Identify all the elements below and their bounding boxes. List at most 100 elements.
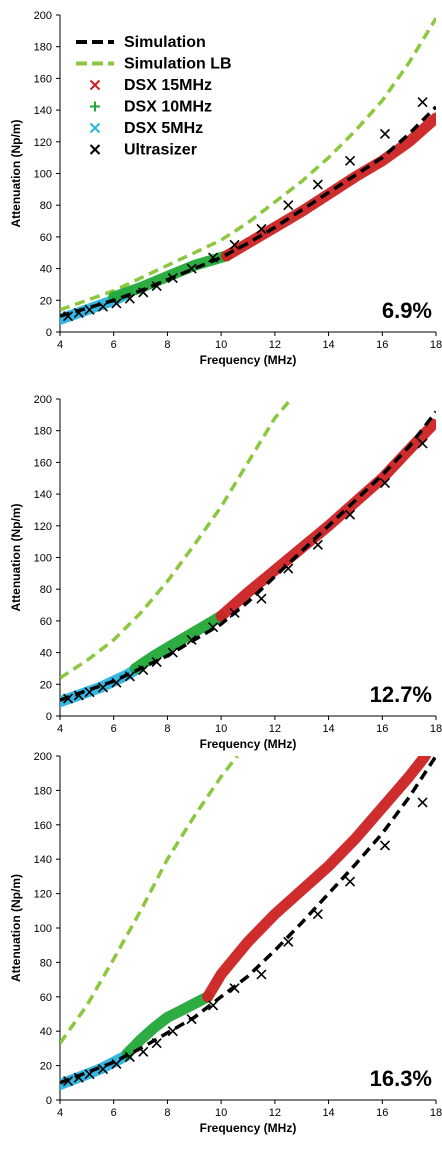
marker-stroke [208,1000,219,1011]
series-ultrasizer-marker [208,622,219,633]
y-tick-label: 120 [34,889,52,901]
chart-panel-1: 0 20 40 60 80 100 120 140 160 180 200 4 6 8 10 12 14 16 18… [9,10,442,367]
marker-stroke [111,677,122,688]
marker-stroke [417,797,428,808]
series-ultrasizer-marker [97,682,109,693]
series-ultrasizer-marker [229,983,240,994]
y-tick-label: 120 [34,521,52,533]
y-tick-label: 20 [40,1061,52,1073]
series-ultrasizer-marker [229,607,240,619]
marker-stroke [167,1026,178,1037]
x-tick-label: 10 [215,339,227,351]
marker-stroke [167,273,178,284]
marker-stroke [229,983,240,994]
plot-area [60,17,436,325]
series-ultrasizer-marker [283,200,294,211]
marker-stroke [73,307,84,319]
y-tick-label: 100 [34,923,52,935]
marker-stroke [97,682,109,693]
marker-stroke [97,1063,109,1075]
marker-stroke [97,301,109,312]
y-tick-label: 40 [40,264,52,276]
x-axis-title: Frequency (MHz) [200,353,297,367]
y-tick-label: 140 [34,489,52,501]
series-ultrasizer-marker [379,840,391,851]
series-simulation-line [60,105,436,318]
marker-stroke [73,1072,84,1083]
x-tick-label: 12 [269,339,281,351]
y-axis-title: Attenuation (Np/m) [9,874,23,982]
x-tick-label: 18 [430,723,442,735]
x-tick-label: 16 [376,1107,388,1119]
y-tick-label: 60 [40,616,52,628]
series-ultrasizer-marker [186,263,197,274]
marker-stroke [186,263,197,274]
series-ultrasizer-marker [167,1026,178,1037]
y-tick-label: 160 [34,457,52,469]
series-simulation-lb-line [60,756,239,1045]
marker-stroke [151,280,162,292]
series-ultrasizer-marker [138,664,149,676]
series-ultrasizer-marker [283,936,294,947]
series-ultrasizer-marker [344,509,356,520]
series-ultrasizer-marker [256,969,267,980]
series-ultrasizer-marker [312,909,323,920]
y-tick-label: 200 [34,10,52,22]
y-tick-label: 20 [40,295,52,307]
series-ultrasizer-marker [138,287,149,298]
series-ultrasizer-marker [312,179,323,190]
marker-stroke [312,909,323,920]
porosity-annotation: 12.7% [370,682,432,707]
series-ultrasizer-marker [97,301,109,312]
x-tick-label: 14 [322,1107,334,1119]
x-tick-label: 10 [215,1107,227,1119]
legend-label: DSX 5MHz [124,120,203,137]
series-ultrasizer-marker [124,293,135,304]
x-tick-label: 16 [376,723,388,735]
series-ultrasizer-marker [84,687,95,698]
series-ultrasizer-marker [124,671,135,682]
series-ultrasizer-marker [111,1058,122,1069]
legend-label: Ultrasizer [124,142,197,159]
marker-stroke [124,293,135,304]
series-ultrasizer-marker [62,1076,74,1087]
series-ultrasizer-marker [138,1046,149,1057]
marker-stroke [62,311,74,322]
series-ultrasizer-marker [186,634,197,645]
marker-stroke [73,690,84,701]
plot-area [60,756,436,1090]
series-dsx-10mhz-band [121,991,214,1060]
series-ultrasizer-marker [84,1069,95,1080]
series-dsx-15mhz-band [215,418,436,622]
series-ultrasizer-marker [73,307,84,319]
y-tick-label: 80 [40,200,52,212]
marker-stroke [84,304,95,315]
plot-area [60,399,436,708]
series-ultrasizer-marker [417,97,428,108]
x-tick-label: 12 [269,723,281,735]
porosity-annotation: 16.3% [370,1066,432,1091]
marker-stroke [124,671,135,682]
marker-stroke [62,693,74,704]
y-tick-label: 60 [40,992,52,1004]
marker-stroke [151,1038,162,1049]
series-ultrasizer-marker [62,311,74,322]
series-ultrasizer-marker [379,477,391,489]
marker-stroke [138,287,149,298]
y-axis-title: Attenuation (Np/m) [9,120,23,228]
y-tick-label: 60 [40,232,52,244]
legend-label: Simulation [124,34,206,51]
legend-swatch [89,122,101,134]
marker-stroke [344,155,356,166]
chart-panel-2: 0 20 40 60 80 100 120 140 160 180 200 4 6 8 10 12 14 16 18… [9,394,442,751]
marker-stroke [111,298,122,309]
series-ultrasizer-marker [379,128,391,139]
series-ultrasizer-marker [344,876,356,887]
x-tick-label: 6 [111,1107,117,1119]
marker-stroke [229,607,240,619]
marker-stroke [312,539,323,550]
series-ultrasizer-marker [229,239,240,250]
series-ultrasizer-marker [208,1000,219,1011]
y-tick-label: 180 [34,426,52,438]
